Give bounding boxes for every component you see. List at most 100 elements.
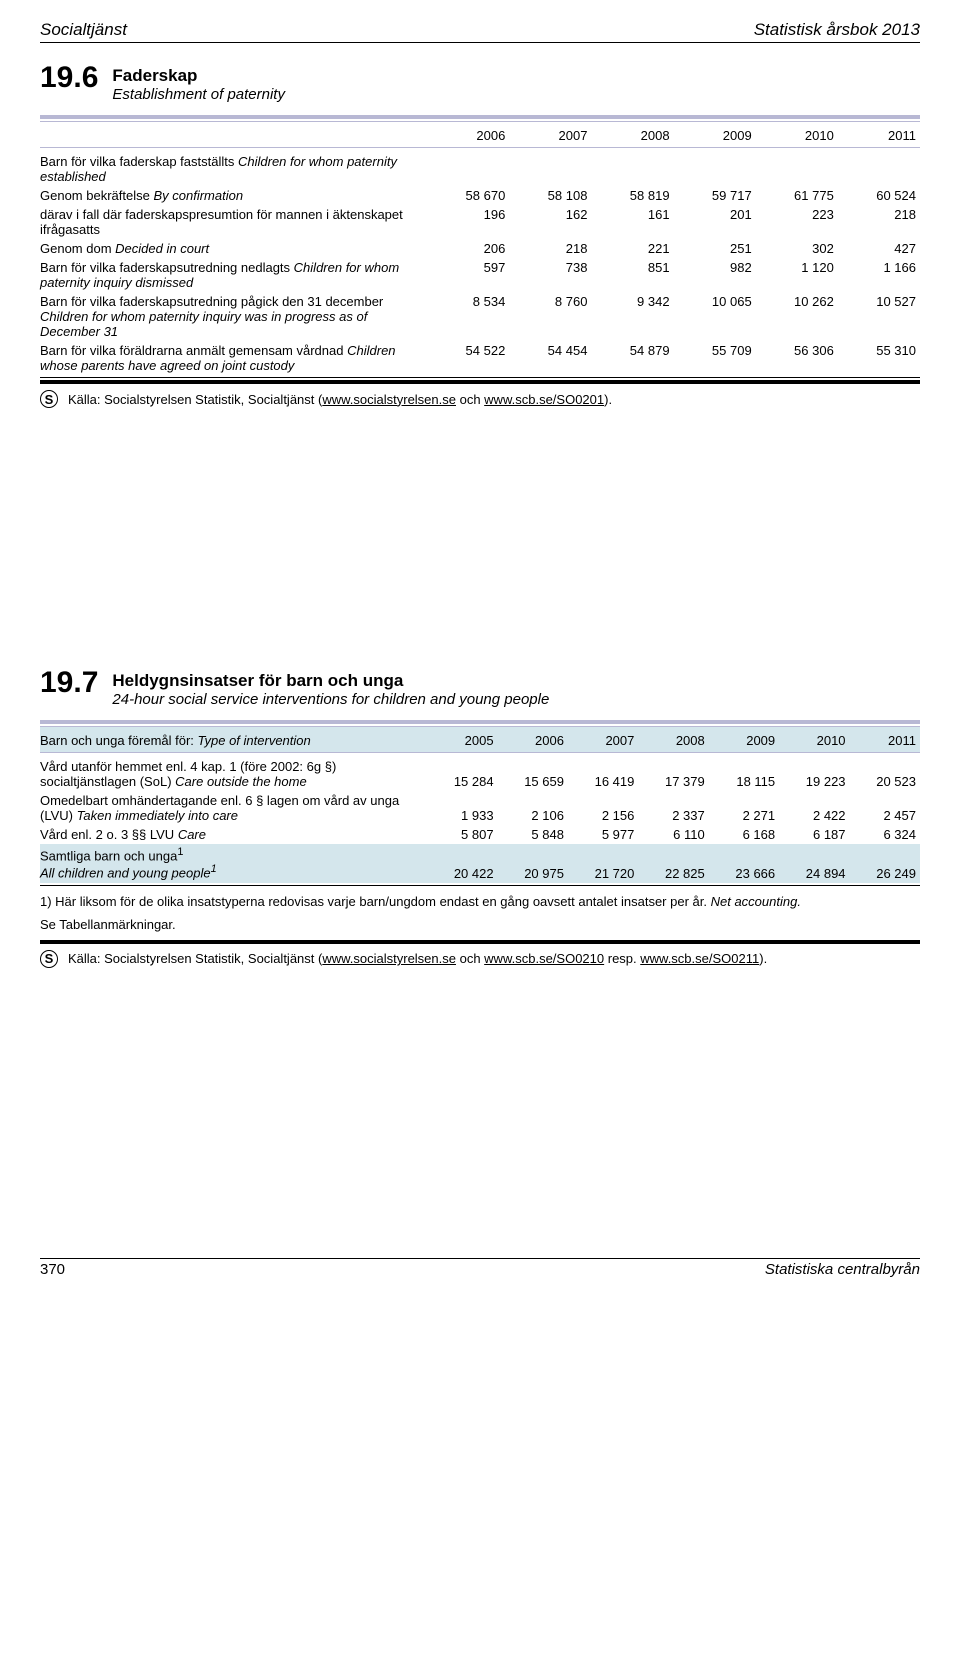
data-cell: 9 342 xyxy=(591,292,673,341)
section-subtitle: Establishment of paternity xyxy=(112,86,285,105)
data-cell: 10 527 xyxy=(838,292,920,341)
section-number: 19.6 xyxy=(40,63,98,93)
header-right: Statistisk årsbok 2013 xyxy=(754,20,920,40)
data-cell: 161 xyxy=(591,205,673,239)
data-cell: 6 110 xyxy=(638,825,708,844)
row-label: Genom bekräftelse By confirmation xyxy=(40,186,427,205)
data-cell: 54 522 xyxy=(427,341,509,375)
data-cell: 8 534 xyxy=(427,292,509,341)
source-text: Källa: Socialstyrelsen Statistik, Social… xyxy=(68,392,612,407)
source-link[interactable]: www.scb.se/SO0201 xyxy=(484,392,604,407)
section-title: Faderskap xyxy=(112,65,285,86)
source-link[interactable]: www.scb.se/SO0211 xyxy=(640,951,759,966)
section-number: 19.7 xyxy=(40,668,98,698)
section-titles: Heldygnsinsatser för barn och unga 24-ho… xyxy=(112,668,549,710)
data-cell: 206 xyxy=(427,239,509,258)
header-cell-label: Barn och unga föremål för: Type of inter… xyxy=(40,727,427,753)
section-196-head: 19.6 Faderskap Establishment of paternit… xyxy=(40,63,920,113)
rule-thick xyxy=(40,115,920,119)
header-cell: 2007 xyxy=(509,122,591,148)
page-footer: 370 Statistiska centralbyrån xyxy=(40,1258,920,1278)
footnote-197: 1) Här liksom för de olika insatstyperna… xyxy=(40,894,920,909)
data-cell xyxy=(591,148,673,187)
data-cell: 17 379 xyxy=(638,753,708,792)
rule-end xyxy=(40,377,920,378)
data-cell: 5 848 xyxy=(498,825,568,844)
table-header-row: Barn och unga föremål för: Type of inter… xyxy=(40,727,920,753)
rule-end xyxy=(40,885,920,886)
table-row: Genom dom Decided in court20621822125130… xyxy=(40,239,920,258)
source-link[interactable]: www.socialstyrelsen.se xyxy=(322,392,456,407)
data-cell: 15 659 xyxy=(498,753,568,792)
data-cell: 738 xyxy=(509,258,591,292)
table-row: Barn för vilka faderskap fastställts Chi… xyxy=(40,148,920,187)
data-cell: 10 065 xyxy=(674,292,756,341)
data-cell: 59 717 xyxy=(674,186,756,205)
row-label: därav i fall där faderskapspresumtion fö… xyxy=(40,205,427,239)
source-link[interactable]: www.scb.se/SO0210 xyxy=(484,951,604,966)
section-gap xyxy=(40,408,920,668)
data-cell xyxy=(674,148,756,187)
table-196: 2006 2007 2008 2009 2010 2011 Barn för v… xyxy=(40,122,920,375)
data-cell: 302 xyxy=(756,239,838,258)
data-cell: 162 xyxy=(509,205,591,239)
header-cell: 2010 xyxy=(779,727,849,753)
row-label: Vård enl. 2 o. 3 §§ LVU Care xyxy=(40,825,427,844)
data-cell: 18 115 xyxy=(709,753,779,792)
data-cell: 20 523 xyxy=(850,753,920,792)
section-subtitle: 24-hour social service interventions for… xyxy=(112,691,549,710)
table-row: Vård enl. 2 o. 3 §§ LVU Care5 8075 8485 … xyxy=(40,825,920,844)
section-titles: Faderskap Establishment of paternity xyxy=(112,63,285,105)
header-cell: 2006 xyxy=(427,122,509,148)
data-cell: 5 977 xyxy=(568,825,638,844)
header-cell-blank xyxy=(40,122,427,148)
header-cell: 2005 xyxy=(427,727,497,753)
header-cell: 2011 xyxy=(850,727,920,753)
data-cell: 15 284 xyxy=(427,753,497,792)
data-cell: 54 879 xyxy=(591,341,673,375)
source-row-196: S Källa: Socialstyrelsen Statistik, Soci… xyxy=(40,380,920,408)
table-row: Omedelbart omhändertagande enl. 6 § lage… xyxy=(40,791,920,825)
data-cell: 201 xyxy=(674,205,756,239)
data-cell xyxy=(838,148,920,187)
data-cell: 23 666 xyxy=(709,844,779,883)
data-cell: 58 819 xyxy=(591,186,673,205)
data-cell: 61 775 xyxy=(756,186,838,205)
data-cell xyxy=(756,148,838,187)
data-cell: 5 807 xyxy=(427,825,497,844)
data-cell: 427 xyxy=(838,239,920,258)
data-cell: 8 760 xyxy=(509,292,591,341)
data-cell: 2 271 xyxy=(709,791,779,825)
data-cell: 21 720 xyxy=(568,844,638,883)
data-cell: 56 306 xyxy=(756,341,838,375)
data-cell: 6 168 xyxy=(709,825,779,844)
data-cell: 58 108 xyxy=(509,186,591,205)
data-cell: 218 xyxy=(509,239,591,258)
data-cell: 16 419 xyxy=(568,753,638,792)
data-cell: 60 524 xyxy=(838,186,920,205)
row-label: Vård utanför hemmet enl. 4 kap. 1 (före … xyxy=(40,753,427,792)
data-cell: 597 xyxy=(427,258,509,292)
data-cell: 22 825 xyxy=(638,844,708,883)
data-cell: 24 894 xyxy=(779,844,849,883)
data-cell: 19 223 xyxy=(779,753,849,792)
data-cell: 20 422 xyxy=(427,844,497,883)
table-row: Barn för vilka föräldrarna anmält gemens… xyxy=(40,341,920,375)
header-cell: 2008 xyxy=(591,122,673,148)
data-cell: 20 975 xyxy=(498,844,568,883)
header-cell: 2010 xyxy=(756,122,838,148)
table-row: Barn för vilka faderskapsutredning pågic… xyxy=(40,292,920,341)
table-row: Samtliga barn och unga1All children and … xyxy=(40,844,920,883)
see-note: Se Tabellanmärkningar. xyxy=(40,917,920,932)
source-link[interactable]: www.socialstyrelsen.se xyxy=(322,951,456,966)
page-number: 370 xyxy=(40,1261,65,1278)
row-label: Barn för vilka faderskapsutredning nedla… xyxy=(40,258,427,292)
data-cell: 1 166 xyxy=(838,258,920,292)
header-cell: 2009 xyxy=(674,122,756,148)
table-header-row: 2006 2007 2008 2009 2010 2011 xyxy=(40,122,920,148)
source-text: Källa: Socialstyrelsen Statistik, Social… xyxy=(68,951,767,966)
data-cell xyxy=(427,148,509,187)
header-cell: 2009 xyxy=(709,727,779,753)
row-label: Barn för vilka föräldrarna anmält gemens… xyxy=(40,341,427,375)
row-label: Genom dom Decided in court xyxy=(40,239,427,258)
